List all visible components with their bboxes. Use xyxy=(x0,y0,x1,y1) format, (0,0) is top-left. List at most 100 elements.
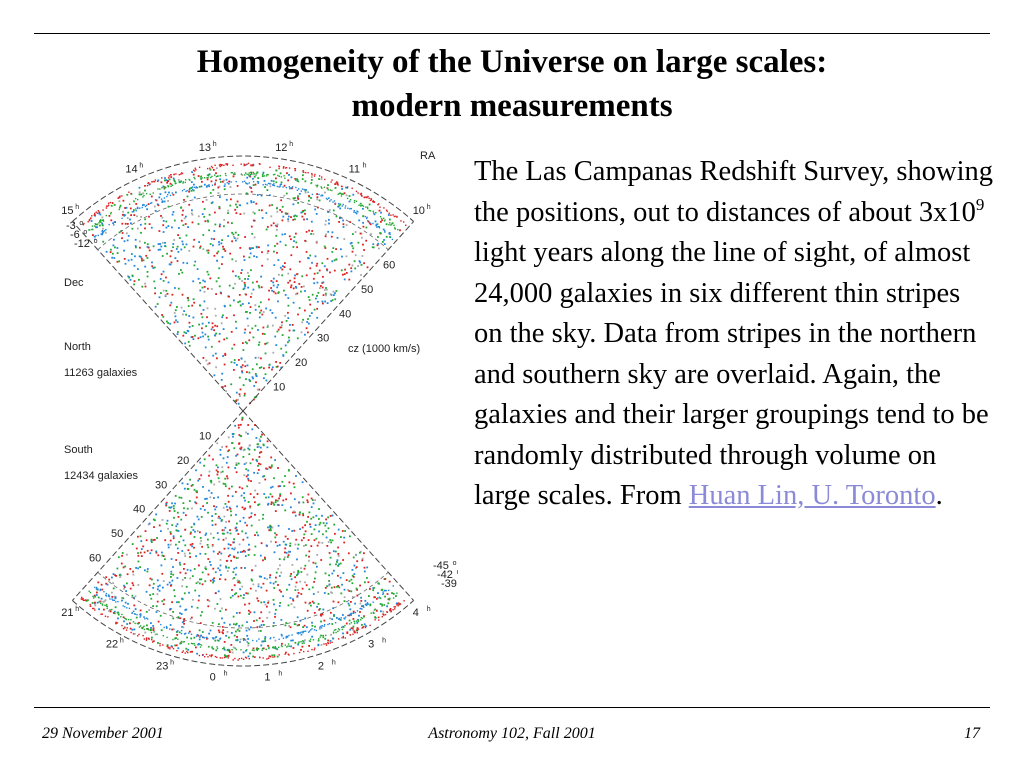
north-galaxy-point xyxy=(345,194,348,197)
south-galaxy-point xyxy=(166,583,169,586)
south-galaxy-point xyxy=(199,578,201,581)
north-galaxy-point xyxy=(229,252,232,255)
south-band-point xyxy=(187,643,190,645)
south-galaxy-point xyxy=(260,611,263,614)
south-galaxy-point xyxy=(114,596,117,599)
north-galaxy-point xyxy=(160,273,163,276)
south-galaxy-point xyxy=(309,523,311,526)
north-galaxy-point xyxy=(187,330,190,333)
south-galaxy-point xyxy=(302,501,305,504)
south-galaxy-point xyxy=(386,593,389,595)
north-galaxy-point xyxy=(255,256,258,258)
north-galaxy-point xyxy=(178,273,180,275)
south-band-point xyxy=(307,631,310,633)
south-band-point xyxy=(89,591,92,594)
north-galaxy-point xyxy=(191,213,194,216)
north-band-point xyxy=(149,193,151,195)
south-band-point xyxy=(100,613,102,615)
south-galaxy-point xyxy=(236,522,238,525)
north-galaxy-point xyxy=(191,304,194,307)
south-galaxy-point xyxy=(222,457,225,460)
south-galaxy-point xyxy=(305,554,308,557)
north-galaxy-point xyxy=(221,263,223,265)
north-galaxy-point xyxy=(399,229,401,232)
north-galaxy-point xyxy=(142,259,145,262)
south-band-point xyxy=(94,609,96,611)
south-galaxy-point xyxy=(293,623,296,625)
south-galaxy-point xyxy=(133,628,136,631)
north-galaxy-point xyxy=(316,272,319,274)
north-outer-arc xyxy=(72,155,414,222)
north-galaxy-point xyxy=(250,296,252,298)
south-galaxy-point xyxy=(311,499,314,501)
south-band-point xyxy=(143,628,145,631)
south-galaxy-point xyxy=(201,545,203,548)
south-galaxy-point xyxy=(183,563,186,565)
north-band-point xyxy=(307,172,309,174)
north-galaxy-point xyxy=(325,220,327,222)
north-galaxy-point xyxy=(282,215,285,218)
north-galaxy-point xyxy=(373,213,376,216)
south-band-point xyxy=(394,606,397,608)
south-galaxy-point xyxy=(217,629,220,632)
south-band-point xyxy=(313,629,316,631)
north-band-point xyxy=(285,186,288,189)
south-galaxy-point xyxy=(129,568,132,570)
south-galaxy-point xyxy=(230,559,232,562)
south-band-point xyxy=(308,630,311,632)
south-galaxy-point xyxy=(355,566,358,568)
south-galaxy-point xyxy=(161,551,163,554)
south-band-point xyxy=(125,629,128,631)
south-galaxy-point xyxy=(137,552,139,554)
south-band-point xyxy=(104,604,106,606)
north-band-point xyxy=(215,175,218,178)
south-galaxy-point xyxy=(239,581,241,584)
south-galaxy-point xyxy=(236,579,239,582)
north-galaxy-point xyxy=(105,250,108,253)
north-galaxy-point xyxy=(170,301,173,304)
south-band-point xyxy=(269,655,272,658)
north-galaxy-point xyxy=(330,300,333,302)
north-galaxy-point xyxy=(261,209,263,212)
north-band-point xyxy=(247,183,249,185)
north-galaxy-point xyxy=(310,233,312,235)
north-galaxy-point xyxy=(150,195,153,198)
north-band-point xyxy=(225,174,227,177)
south-galaxy-point xyxy=(296,574,298,577)
south-galaxy-point xyxy=(156,537,158,539)
south-galaxy-point xyxy=(214,607,216,610)
north-galaxy-point xyxy=(192,173,195,176)
south-galaxy-point xyxy=(244,507,247,510)
north-galaxy-point xyxy=(334,292,336,295)
south-galaxy-point xyxy=(299,528,301,530)
south-band-point xyxy=(101,613,103,615)
south-ra-hour-unit: h xyxy=(224,671,228,678)
south-galaxy-point xyxy=(253,620,255,622)
south-galaxy-point xyxy=(183,618,186,620)
north-galaxy-point xyxy=(162,220,165,222)
north-galaxy-point xyxy=(122,199,125,202)
south-galaxy-point xyxy=(264,638,266,640)
north-band-point xyxy=(223,164,225,166)
north-galaxy-point xyxy=(123,258,126,260)
south-galaxy-point xyxy=(195,496,198,499)
south-galaxy-point xyxy=(170,573,173,575)
north-band-point xyxy=(278,175,280,177)
source-link[interactable]: Huan Lin, U. Toronto xyxy=(688,480,936,511)
south-galaxy-point xyxy=(235,566,238,569)
south-galaxy-point xyxy=(176,634,179,636)
south-band-point xyxy=(184,652,186,654)
south-galaxy-point xyxy=(227,466,230,469)
north-galaxy-point xyxy=(158,230,161,232)
south-band-point xyxy=(216,646,218,648)
north-band-point xyxy=(207,174,210,176)
north-galaxy-point xyxy=(312,233,315,235)
north-galaxy-point xyxy=(279,362,282,364)
south-galaxy-point xyxy=(189,478,191,481)
south-galaxy-point xyxy=(171,579,174,582)
south-galaxy-point xyxy=(148,584,151,587)
north-galaxy-point xyxy=(265,379,268,382)
south-band-point xyxy=(82,597,84,600)
south-galaxy-point xyxy=(340,592,343,595)
south-galaxy-point xyxy=(311,586,314,589)
